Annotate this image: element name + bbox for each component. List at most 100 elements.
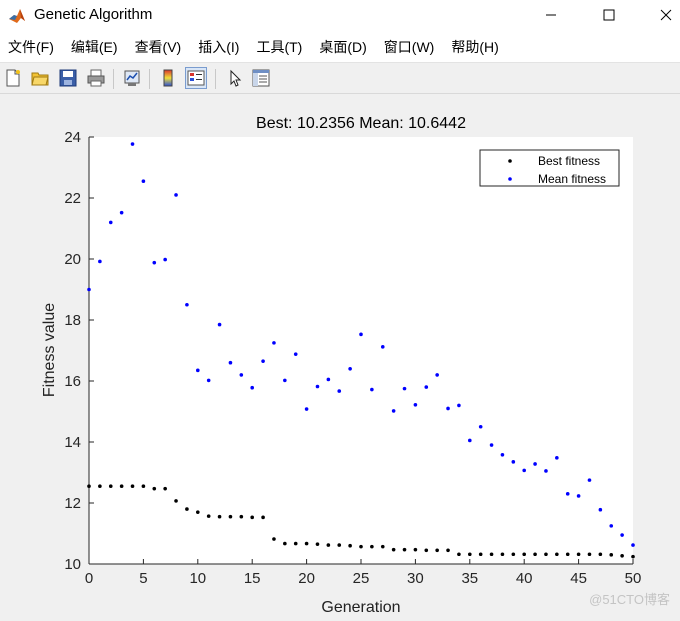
mean-fitness-point xyxy=(272,341,276,345)
mean-fitness-point xyxy=(185,302,189,307)
property-inspector-button[interactable] xyxy=(250,67,272,89)
new-figure-icon xyxy=(6,69,20,87)
best-fitness-point xyxy=(359,544,363,549)
mean-fitness-point xyxy=(141,179,146,184)
best-fitness-point xyxy=(174,499,178,503)
close-button[interactable] xyxy=(643,0,680,30)
mean-fitness-point xyxy=(315,384,320,389)
best-fitness-point xyxy=(185,507,189,511)
y-tick-label: 10 xyxy=(64,556,81,573)
figure-canvas: Best: 10.2356 Mean: 10.6442 Generation F… xyxy=(0,94,680,616)
mean-fitness-point xyxy=(468,438,472,443)
open-file-button[interactable] xyxy=(29,67,51,89)
mean-fitness-point xyxy=(250,385,254,390)
legend[interactable]: Best fitness Mean fitness xyxy=(479,149,620,187)
menu-view[interactable]: 查看(V) xyxy=(134,39,182,55)
x-tick-label: 5 xyxy=(139,570,147,587)
menu-edit[interactable]: 编辑(E) xyxy=(70,39,118,55)
toolbar-separator xyxy=(215,69,216,89)
mean-fitness-point xyxy=(555,456,559,460)
mean-fitness-point xyxy=(424,385,429,389)
best-fitness-point xyxy=(283,541,287,546)
mean-fitness-point xyxy=(174,193,178,197)
x-tick-label: 20 xyxy=(298,570,315,587)
best-fitness-point xyxy=(130,484,135,489)
best-fitness-point xyxy=(370,544,374,549)
menu-file[interactable]: 文件(F) xyxy=(8,39,54,55)
x-tick-label: 0 xyxy=(85,570,93,587)
x-tick-label: 35 xyxy=(461,570,478,587)
mean-fitness-point xyxy=(293,352,298,356)
best-fitness-point xyxy=(261,515,265,520)
legend-marker-mean xyxy=(508,177,512,181)
matlab-logo-icon xyxy=(9,9,25,23)
mean-fitness-point xyxy=(522,468,526,473)
best-fitness-point xyxy=(620,553,624,558)
insert-colorbar-button[interactable] xyxy=(157,67,179,89)
best-fitness-point xyxy=(141,484,146,489)
x-tick-label: 40 xyxy=(516,570,533,587)
mean-fitness-point xyxy=(359,332,363,337)
mean-fitness-point xyxy=(620,533,624,537)
best-fitness-point xyxy=(217,514,222,519)
insert-colorbar-icon xyxy=(163,69,173,87)
mean-fitness-point xyxy=(478,424,483,429)
mean-fitness-point xyxy=(87,287,91,292)
best-fitness-point xyxy=(250,515,254,520)
menu-insert[interactable]: 插入(I) xyxy=(198,39,240,55)
legend-marker-best xyxy=(508,159,512,163)
edit-plot-button[interactable] xyxy=(224,67,246,89)
best-fitness-point xyxy=(631,554,635,559)
best-fitness-point xyxy=(609,553,614,557)
save-icon xyxy=(59,69,77,87)
best-fitness-point xyxy=(587,552,592,557)
best-fitness-point xyxy=(272,537,276,541)
mean-fitness-point xyxy=(98,259,102,264)
x-tick-label: 10 xyxy=(189,570,206,587)
best-fitness-point xyxy=(239,514,244,519)
maximize-button[interactable] xyxy=(586,0,632,30)
menu-help[interactable]: 帮助(H) xyxy=(451,39,499,55)
mean-fitness-point xyxy=(163,257,167,262)
best-fitness-point xyxy=(576,552,581,557)
best-fitness-point xyxy=(555,552,559,557)
mean-fitness-point xyxy=(402,386,407,391)
best-fitness-point xyxy=(544,552,548,557)
insert-legend-icon xyxy=(187,70,205,86)
edit-plot-icon xyxy=(230,69,242,87)
legend-box[interactable] xyxy=(479,149,620,187)
close-icon xyxy=(660,9,672,21)
mean-fitness-point xyxy=(304,407,309,411)
insert-legend-button[interactable] xyxy=(185,67,207,89)
print-icon xyxy=(87,69,105,87)
mean-fitness-point xyxy=(500,453,505,457)
best-fitness-point xyxy=(293,541,298,546)
best-fitness-point xyxy=(337,543,342,547)
menu-desktop[interactable]: 桌面(D) xyxy=(319,39,367,55)
mean-fitness-point xyxy=(228,360,233,365)
legend-label-best: Best fitness xyxy=(538,154,600,168)
mean-fitness-point xyxy=(108,220,113,225)
fitness-chart: Best: 10.2356 Mean: 10.6442 Generation F… xyxy=(41,115,641,616)
mean-fitness-point xyxy=(533,462,537,466)
best-fitness-point xyxy=(446,548,450,553)
mean-fitness-point xyxy=(261,359,265,363)
toolbar-separator xyxy=(149,69,150,89)
best-fitness-point xyxy=(348,543,352,548)
best-fitness-point xyxy=(326,543,331,547)
new-figure-button[interactable] xyxy=(2,67,24,89)
menu-tools[interactable]: 工具(T) xyxy=(256,39,303,55)
minimize-button[interactable] xyxy=(528,0,574,30)
link-plot-button[interactable] xyxy=(121,67,143,89)
window-title: Genetic Algorithm xyxy=(34,6,153,23)
best-fitness-point xyxy=(468,552,472,557)
best-fitness-point xyxy=(478,552,483,557)
print-button[interactable] xyxy=(85,67,107,89)
y-tick-label: 22 xyxy=(64,190,81,207)
best-fitness-point xyxy=(413,547,418,552)
mean-fitness-point xyxy=(380,345,385,349)
best-fitness-point xyxy=(87,484,91,489)
mean-fitness-point xyxy=(196,368,200,373)
save-button[interactable] xyxy=(57,67,79,89)
menu-window[interactable]: 窗口(W) xyxy=(383,39,435,55)
